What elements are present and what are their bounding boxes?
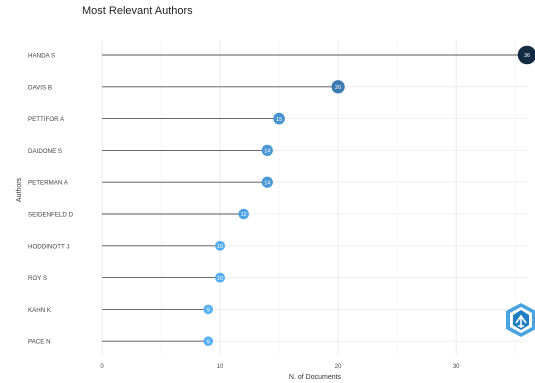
data-label: 9 bbox=[207, 308, 210, 314]
data-label: 15 bbox=[276, 117, 282, 123]
data-point bbox=[273, 112, 285, 125]
data-point bbox=[331, 80, 345, 94]
category-tick-label: ROY S bbox=[28, 275, 47, 282]
data-label: 10 bbox=[217, 276, 223, 282]
data-label: 14 bbox=[264, 180, 270, 186]
category-tick-label: PETTIFOR A bbox=[28, 116, 65, 123]
category-tick-label: PETERMAN A bbox=[28, 180, 69, 187]
chart-title: Most Relevant Authors bbox=[82, 5, 193, 17]
x-tick-label: 30 bbox=[453, 364, 460, 370]
data-label: 20 bbox=[335, 85, 341, 91]
data-point bbox=[238, 208, 249, 220]
data-label: 36 bbox=[524, 53, 530, 59]
category-tick-label: SEIDENFELD D bbox=[28, 212, 74, 219]
x-axis-label: N. of Documents bbox=[289, 374, 342, 381]
category-tick-label: HANDA S bbox=[28, 53, 55, 60]
category-tick-label: HODDINOTT J bbox=[28, 243, 69, 250]
category-tick-label: KAHN K bbox=[28, 307, 52, 314]
category-tick-label: DAVIS B bbox=[28, 84, 52, 91]
data-label: 12 bbox=[241, 212, 247, 218]
data-label: 9 bbox=[207, 339, 210, 345]
data-point bbox=[517, 45, 535, 65]
bibliometrix-logo-icon bbox=[506, 303, 535, 337]
x-tick-label: 0 bbox=[100, 364, 104, 370]
category-tick-label: PACE N bbox=[28, 339, 51, 346]
category-tick-label: DAIDONE S bbox=[28, 148, 62, 155]
data-label: 14 bbox=[264, 149, 270, 155]
y-axis-label: Authors bbox=[16, 177, 23, 202]
data-label: 10 bbox=[217, 244, 223, 250]
data-point bbox=[203, 336, 214, 347]
data-point bbox=[203, 304, 214, 315]
data-point bbox=[261, 144, 273, 157]
data-point bbox=[215, 272, 226, 283]
data-point bbox=[215, 240, 226, 251]
x-tick-label: 20 bbox=[335, 364, 342, 370]
data-point bbox=[261, 176, 273, 188]
x-tick-label: 10 bbox=[217, 364, 224, 370]
